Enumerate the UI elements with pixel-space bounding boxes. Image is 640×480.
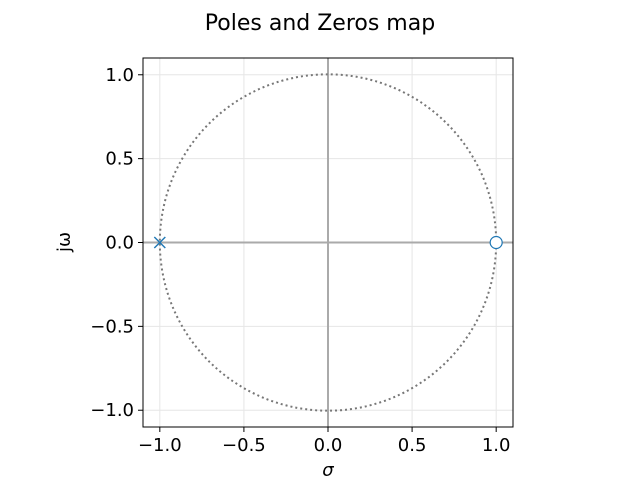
x-tick-label: 1.0	[482, 435, 511, 456]
zero-axis-lines	[143, 58, 513, 427]
y-tick-label: −1.0	[90, 400, 134, 421]
x-tick-label: 0.0	[314, 435, 343, 456]
x-axis-label: σ	[322, 460, 334, 480]
y-tick-label: 1.0	[105, 65, 134, 86]
x-tick-label: 0.5	[398, 435, 427, 456]
pole-zero-markers	[153, 235, 503, 250]
y-tick-label: 0.5	[105, 149, 134, 170]
x-tick-label: −0.5	[222, 435, 266, 456]
x-tick-label: −1.0	[138, 435, 182, 456]
zero-marker	[489, 235, 503, 250]
y-tick-label: −0.5	[90, 316, 134, 337]
y-axis-label: jω	[54, 232, 75, 253]
pole-marker	[153, 236, 166, 249]
pole-marker-stroke	[153, 236, 166, 249]
axis-ticks: −1.0 −0.5 0.0 0.5 1.0 −1.0 −0.5 0.0 0.5 1.0	[90, 65, 510, 456]
y-tick-label: 0.0	[105, 233, 134, 254]
chart-title: Poles and Zeros map	[205, 11, 435, 36]
